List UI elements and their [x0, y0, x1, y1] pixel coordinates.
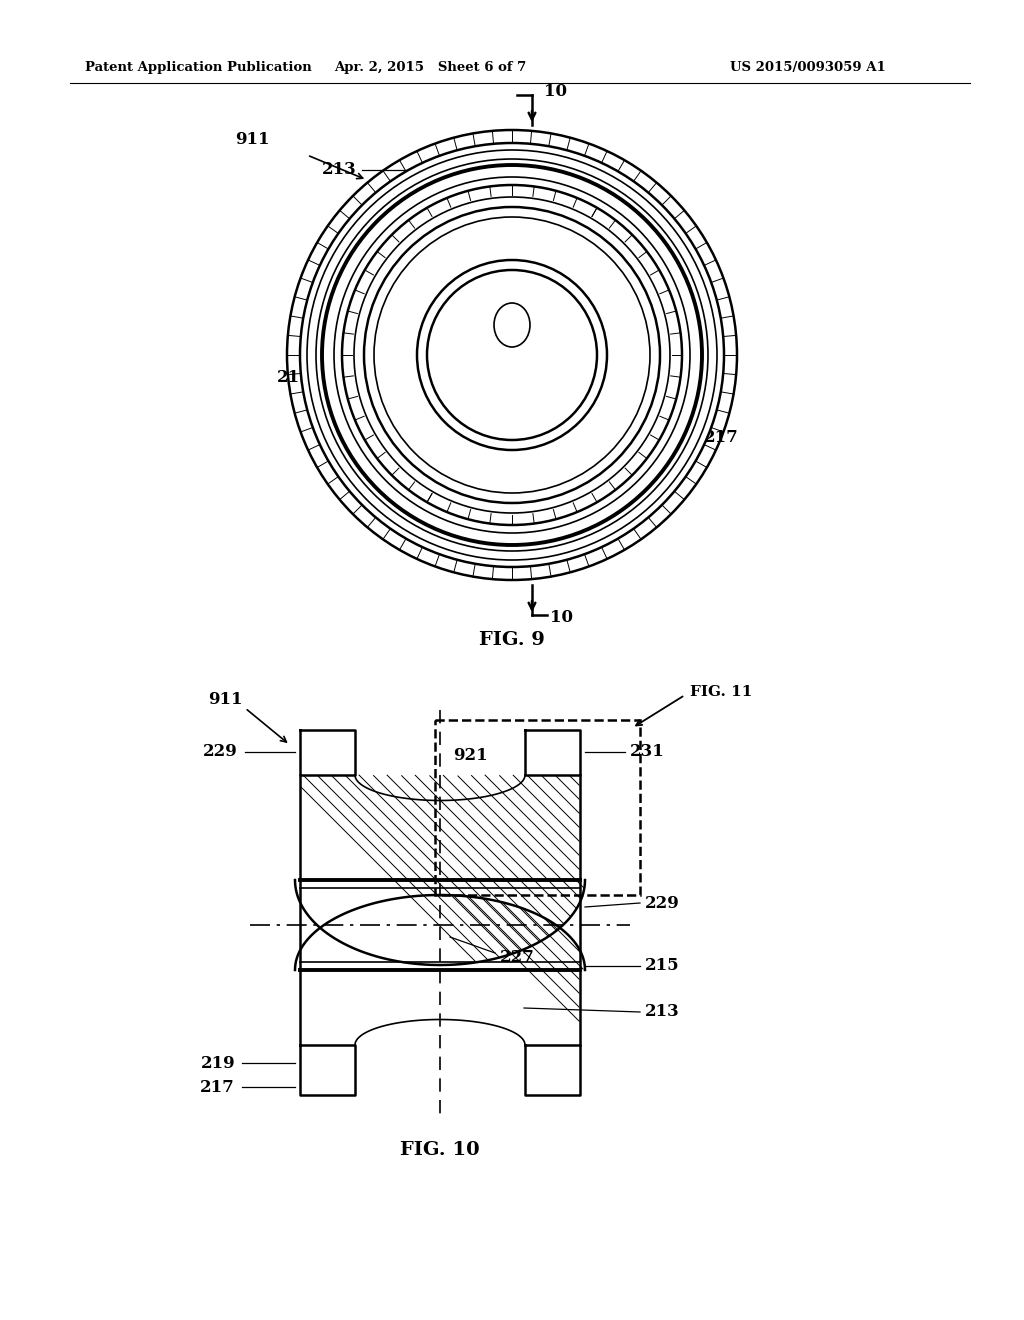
- Text: 217: 217: [705, 429, 738, 446]
- Text: 219: 219: [278, 368, 312, 385]
- Text: Apr. 2, 2015   Sheet 6 of 7: Apr. 2, 2015 Sheet 6 of 7: [334, 62, 526, 74]
- Text: 229: 229: [645, 895, 680, 912]
- Ellipse shape: [364, 207, 660, 503]
- Text: 215: 215: [645, 957, 680, 974]
- Ellipse shape: [342, 185, 682, 525]
- Ellipse shape: [300, 143, 724, 568]
- Text: Patent Application Publication: Patent Application Publication: [85, 62, 311, 74]
- Text: 217: 217: [201, 1078, 234, 1096]
- Text: 911: 911: [234, 132, 269, 149]
- Text: 231: 231: [630, 743, 665, 760]
- Ellipse shape: [374, 216, 650, 492]
- Text: FIG. 9: FIG. 9: [479, 631, 545, 649]
- Ellipse shape: [417, 260, 607, 450]
- Ellipse shape: [427, 271, 597, 440]
- Text: 213: 213: [645, 1003, 680, 1020]
- Ellipse shape: [494, 304, 530, 347]
- Ellipse shape: [287, 129, 737, 579]
- Text: 911: 911: [208, 692, 243, 709]
- Text: 10: 10: [544, 83, 567, 100]
- Bar: [435, 719, 640, 895]
- Text: 921: 921: [453, 747, 487, 763]
- Ellipse shape: [307, 150, 717, 560]
- Ellipse shape: [334, 177, 690, 533]
- Text: 227: 227: [500, 949, 535, 965]
- Text: US 2015/0093059 A1: US 2015/0093059 A1: [730, 62, 886, 74]
- Text: 10: 10: [550, 610, 573, 627]
- Ellipse shape: [316, 158, 708, 550]
- Ellipse shape: [322, 165, 702, 545]
- Text: 219: 219: [201, 1055, 234, 1072]
- Text: 213: 213: [323, 161, 357, 178]
- Text: FIG. 10: FIG. 10: [400, 1140, 480, 1159]
- Text: 229: 229: [203, 743, 238, 760]
- Text: 215: 215: [647, 364, 682, 381]
- Ellipse shape: [354, 197, 670, 513]
- Text: FIG. 11: FIG. 11: [690, 685, 753, 700]
